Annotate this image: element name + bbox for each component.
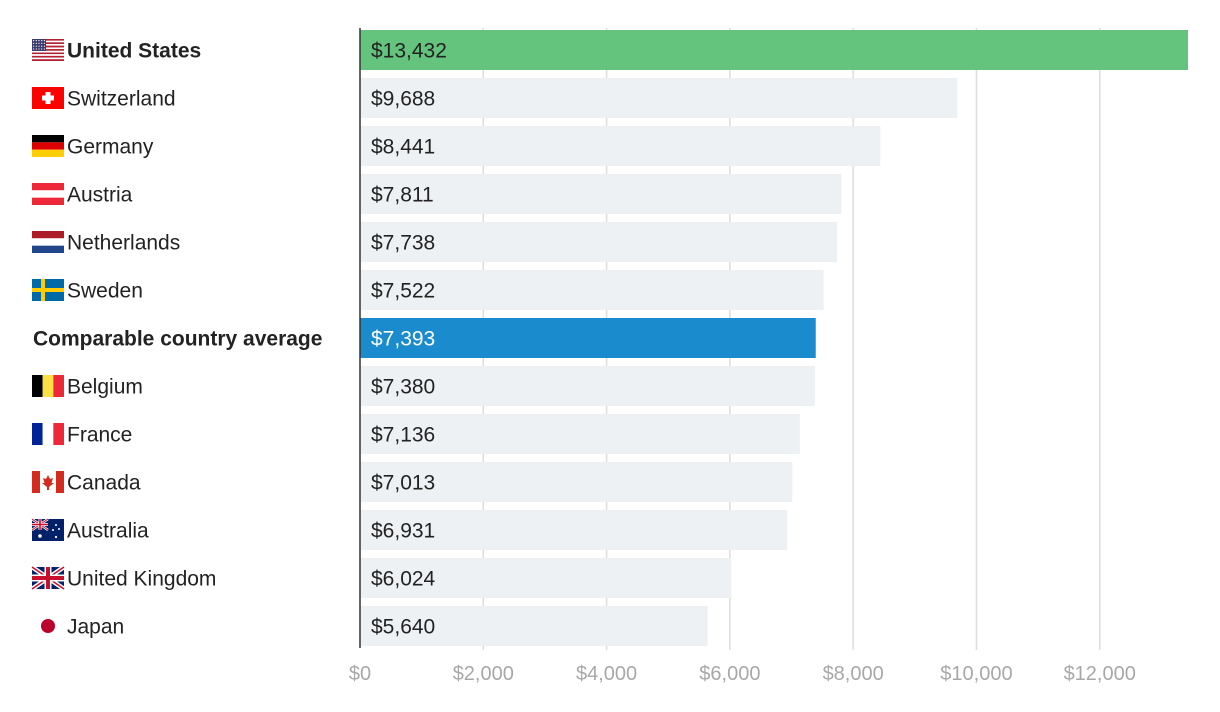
category-label-canada: Canada <box>67 472 141 495</box>
x-tick-label: $6,000 <box>699 663 760 685</box>
sweden-flag-icon <box>32 279 64 301</box>
netherlands-flag-icon <box>32 231 64 253</box>
value-label-canada: $7,013 <box>371 472 435 495</box>
category-label-sweden: Sweden <box>67 280 143 303</box>
austria-flag-icon <box>32 183 64 205</box>
bar-comparable-country-average <box>360 318 816 358</box>
japan-flag-icon <box>41 619 55 633</box>
x-tick-label: $2,000 <box>453 663 514 685</box>
category-label-united-states: United States <box>67 40 201 63</box>
belgium-flag-icon <box>32 375 64 397</box>
bar-united-states <box>360 30 1188 70</box>
bar-belgium <box>360 366 815 406</box>
x-tick-label: $12,000 <box>1064 663 1136 685</box>
category-labels: United States Switzerland Germany Austria Ne… <box>33 40 322 639</box>
value-label-united-kingdom: $6,024 <box>371 568 436 591</box>
france-flag-icon <box>32 423 64 445</box>
australia-flag-icon <box>31 517 64 541</box>
category-label-austria: Austria <box>67 184 133 207</box>
value-label-germany: $8,441 <box>371 136 435 159</box>
value-label-sweden: $7,522 <box>371 280 435 303</box>
bar-netherlands <box>360 222 837 262</box>
bar-japan <box>360 606 708 646</box>
category-label-belgium: Belgium <box>67 376 143 399</box>
x-axis-ticks: $0 $2,000 $4,000 $6,000 $8,000 $10,000 $12,000 <box>349 663 1136 685</box>
germany-flag-icon <box>32 135 64 157</box>
value-label-belgium: $7,380 <box>371 376 435 399</box>
switzerland-flag-icon <box>32 87 64 109</box>
bar-sweden <box>360 270 824 310</box>
value-label-switzerland: $9,688 <box>371 88 435 111</box>
category-label-japan: Japan <box>67 616 124 639</box>
x-tick-label: $8,000 <box>823 663 884 685</box>
category-label-comparable-country-average: Comparable country average <box>33 328 322 351</box>
bars <box>360 30 1188 646</box>
category-label-france: France <box>67 424 132 447</box>
category-label-australia: Australia <box>67 520 149 543</box>
bar-austria <box>360 174 842 214</box>
canada-flag-icon <box>32 471 64 493</box>
category-label-switzerland: Switzerland <box>67 88 176 111</box>
x-tick-label: $10,000 <box>940 663 1012 685</box>
bar-canada <box>360 462 793 502</box>
bar-switzerland <box>360 78 958 118</box>
value-label-austria: $7,811 <box>371 184 434 207</box>
bar-germany <box>360 126 881 166</box>
category-label-united-kingdom: United Kingdom <box>67 568 216 591</box>
value-labels: $13,432 $9,688 $8,441 $7,811 $7,738 $7,522 $7,… <box>371 40 447 639</box>
bar-france <box>360 414 800 454</box>
value-label-united-states: $13,432 <box>371 40 447 63</box>
value-label-france: $7,136 <box>371 424 435 447</box>
uk-flag-icon <box>30 565 66 591</box>
value-label-australia: $6,931 <box>371 520 435 543</box>
value-label-comparable-country-average: $7,393 <box>371 328 435 351</box>
category-label-germany: Germany <box>67 136 154 159</box>
flags <box>30 39 66 633</box>
us-flag-icon <box>32 39 64 61</box>
bar-australia <box>360 510 788 550</box>
category-label-netherlands: Netherlands <box>67 232 180 255</box>
bar-united-kingdom <box>360 558 732 598</box>
value-label-japan: $5,640 <box>371 616 435 639</box>
x-tick-label: $0 <box>349 663 371 685</box>
x-tick-label: $4,000 <box>576 663 637 685</box>
value-label-netherlands: $7,738 <box>371 232 435 255</box>
